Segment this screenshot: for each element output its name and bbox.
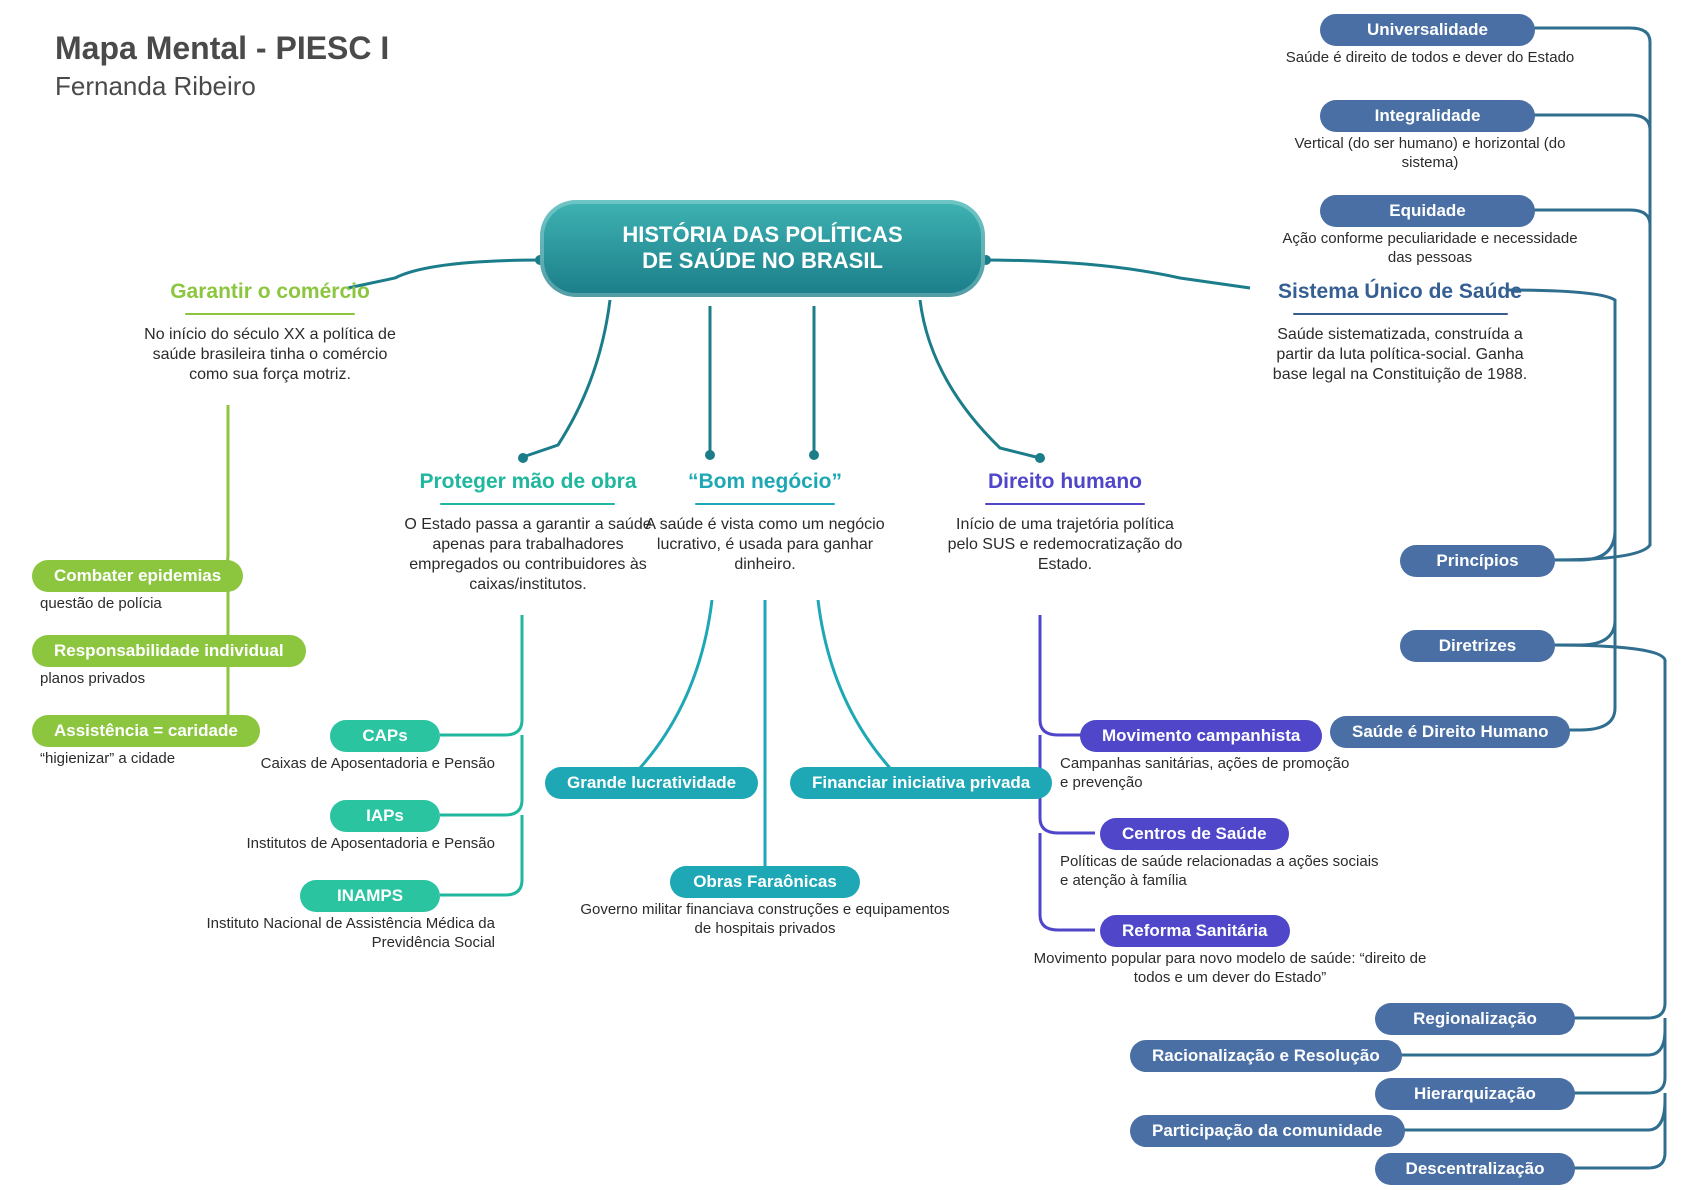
- garantir-underline: [185, 313, 355, 315]
- proteger-pill-2: INAMPS: [300, 880, 440, 912]
- direito-underline: [985, 503, 1145, 505]
- sus-direito-humano-pill: Saúde é Direito Humano: [1330, 716, 1570, 748]
- direito-pill-0: Movimento campanhista: [1080, 720, 1322, 752]
- garantir-sub-0: questão de polícia: [40, 595, 240, 614]
- garantir-pill-1: Responsabilidade individual: [32, 635, 306, 667]
- bomnegocio-text: A saúde é vista como um negócio lucrativ…: [640, 515, 890, 575]
- garantir-title: Garantir o comércio: [130, 280, 410, 304]
- proteger-sub-0: Caixas de Aposentadoria e Pensão: [175, 755, 495, 774]
- direito-title: Direito humano: [950, 470, 1180, 494]
- page-subtitle: Fernanda Ribeiro: [55, 71, 389, 102]
- proteger-pill-0: CAPs: [330, 720, 440, 752]
- garantir-sub-1: planos privados: [40, 670, 240, 689]
- sus-dir-pill-0: Regionalização: [1375, 1003, 1575, 1035]
- garantir-pill-0: Combater epidemias: [32, 560, 243, 592]
- page-title: Mapa Mental - PIESC I: [55, 30, 389, 67]
- sus-princ-pill-2: Equidade: [1320, 195, 1535, 227]
- proteger-text: O Estado passa a garantir a saúde apenas…: [388, 515, 668, 595]
- sus-princ-sub-2: Ação conforme peculiaridade e necessidad…: [1275, 230, 1585, 268]
- central-line2: DE SAÚDE NO BRASIL: [622, 248, 902, 274]
- sus-title: Sistema Único de Saúde: [1240, 280, 1560, 304]
- sus-dir-pill-3: Participação da comunidade: [1130, 1115, 1405, 1147]
- direito-sub-1: Políticas de saúde relacionadas a ações …: [1060, 853, 1380, 891]
- proteger-sub-2: Instituto Nacional de Assistência Médica…: [150, 915, 495, 953]
- central-line1: HISTÓRIA DAS POLÍTICAS: [622, 222, 902, 248]
- sus-principios-pill: Princípios: [1400, 545, 1555, 577]
- bomnegocio-pill-1: Financiar iniciativa privada: [790, 767, 1052, 799]
- direito-pill-2: Reforma Sanitária: [1100, 915, 1290, 947]
- sus-princ-pill-0: Universalidade: [1320, 14, 1535, 46]
- sus-dir-pill-4: Descentralização: [1375, 1153, 1575, 1185]
- sus-princ-sub-1: Vertical (do ser humano) e horizontal (d…: [1290, 135, 1570, 173]
- direito-text: Início de uma trajetória política pelo S…: [945, 515, 1185, 575]
- proteger-sub-1: Institutos de Aposentadoria e Pensão: [155, 835, 495, 854]
- bomnegocio-title: “Bom negócio”: [660, 470, 870, 494]
- sus-princ-sub-0: Saúde é direito de todos e dever do Esta…: [1230, 49, 1630, 68]
- direito-sub-2: Movimento popular para novo modelo de sa…: [1030, 950, 1430, 988]
- sus-underline: [1293, 313, 1508, 315]
- proteger-pill-1: IAPs: [330, 800, 440, 832]
- proteger-title: Proteger mão de obra: [388, 470, 668, 494]
- bomnegocio-pill-0: Grande lucratividade: [545, 767, 758, 799]
- bomnegocio-underline: [695, 503, 835, 505]
- garantir-pill-2: Assistência = caridade: [32, 715, 260, 747]
- direito-sub-0: Campanhas sanitárias, ações de promoção …: [1060, 755, 1360, 793]
- direito-pill-1: Centros de Saúde: [1100, 818, 1289, 850]
- bomnegocio-sub-2: Governo militar financiava construções e…: [575, 901, 955, 939]
- proteger-underline: [440, 503, 615, 505]
- sus-dir-pill-1: Racionalização e Resolução: [1130, 1040, 1402, 1072]
- sus-dir-pill-2: Hierarquização: [1375, 1078, 1575, 1110]
- sus-princ-pill-1: Integralidade: [1320, 100, 1535, 132]
- central-topic: HISTÓRIA DAS POLÍTICAS DE SAÚDE NO BRASI…: [540, 200, 985, 297]
- sus-text: Saúde sistematizada, construída a partir…: [1260, 325, 1540, 385]
- sus-diretrizes-pill: Diretrizes: [1400, 630, 1555, 662]
- bomnegocio-pill-2: Obras Faraônicas: [670, 866, 860, 898]
- page-title-block: Mapa Mental - PIESC I Fernanda Ribeiro: [55, 30, 389, 102]
- garantir-text: No início do século XX a política de saú…: [140, 325, 400, 385]
